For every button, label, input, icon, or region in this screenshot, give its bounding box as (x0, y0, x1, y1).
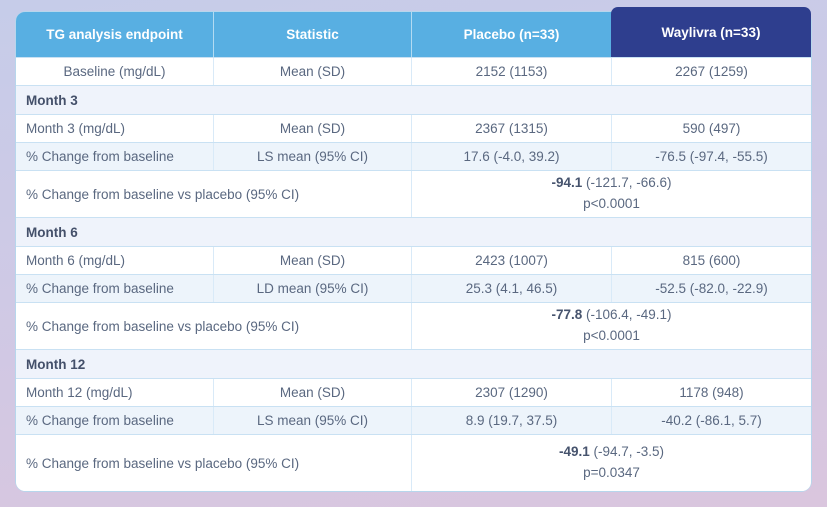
tg-results-table: TG analysis endpoint Statistic Placebo (… (16, 7, 811, 491)
waylivra-cell: 815 (600) (611, 247, 811, 274)
baseline-endpoint-cell: Baseline (mg/dL) (63, 64, 166, 79)
column-header-waylivra: Waylivra (n=33) (611, 7, 811, 57)
waylivra-cell: -52.5 (-82.0, -22.9) (611, 275, 811, 302)
placebo-cell: 25.3 (4.1, 46.5) (411, 275, 611, 302)
statistic-cell: LD mean (95% CI) (213, 275, 411, 302)
table-row-month12-mean: Month 12 (mg/dL) Mean (SD) 2307 (1290) 1… (16, 378, 811, 406)
endpoint-cell: % Change from baseline (26, 281, 174, 296)
table-row-month6-mean: Month 6 (mg/dL) Mean (SD) 2423 (1007) 81… (16, 246, 811, 274)
endpoint-cell: Month 12 (mg/dL) (26, 385, 133, 400)
column-header-statistic: Statistic (213, 12, 411, 57)
placebo-cell: 2423 (1007) (411, 247, 611, 274)
table-row-month3-change: % Change from baseline LS mean (95% CI) … (16, 142, 811, 170)
statistic-cell: Mean (SD) (213, 379, 411, 406)
vs-placebo-value-cell: -77.8 (-106.4, -49.1) p<0.0001 (411, 303, 811, 349)
section-title: Month 6 (26, 224, 78, 240)
placebo-cell: 8.9 (19.7, 37.5) (411, 407, 611, 434)
section-header-month-6: Month 6 (16, 217, 811, 246)
table-row-baseline: Baseline (mg/dL) Mean (SD) 2152 (1153) 2… (16, 57, 811, 85)
statistic-cell: LS mean (95% CI) (213, 407, 411, 434)
baseline-placebo-cell: 2152 (1153) (411, 58, 611, 85)
waylivra-cell: -40.2 (-86.1, 5.7) (611, 407, 811, 434)
section-title: Month 12 (26, 356, 86, 372)
vs-placebo-p-value: p=0.0347 (583, 465, 640, 480)
vs-placebo-p-value: p<0.0001 (583, 328, 640, 343)
table-row-month6-change: % Change from baseline LD mean (95% CI) … (16, 274, 811, 302)
table-row-month6-vs-placebo: % Change from baseline vs placebo (95% C… (16, 302, 811, 349)
baseline-waylivra-cell: 2267 (1259) (611, 58, 811, 85)
table-row-month12-change: % Change from baseline LS mean (95% CI) … (16, 406, 811, 434)
vs-placebo-ci-line: -77.8 (-106.4, -49.1) (551, 307, 672, 323)
waylivra-cell: -76.5 (-97.4, -55.5) (611, 143, 811, 170)
vs-placebo-value-cell: -94.1 (-121.7, -66.6) p<0.0001 (411, 171, 811, 217)
section-title: Month 3 (26, 92, 78, 108)
endpoint-cell: % Change from baseline (26, 149, 174, 164)
waylivra-cell: 1178 (948) (611, 379, 811, 406)
baseline-statistic-cell: Mean (SD) (213, 58, 411, 85)
column-header-endpoint: TG analysis endpoint (46, 27, 183, 42)
statistic-cell: LS mean (95% CI) (213, 143, 411, 170)
table-row-month3-vs-placebo: % Change from baseline vs placebo (95% C… (16, 170, 811, 217)
vs-placebo-ci-line: -49.1 (-94.7, -3.5) (558, 444, 665, 460)
placebo-cell: 2307 (1290) (411, 379, 611, 406)
vs-placebo-label-cell: % Change from baseline vs placebo (95% C… (26, 318, 300, 334)
statistic-cell: Mean (SD) (213, 247, 411, 274)
table-row-month3-mean: Month 3 (mg/dL) Mean (SD) 2367 (1315) 59… (16, 114, 811, 142)
placebo-cell: 2367 (1315) (411, 115, 611, 142)
section-header-month-3: Month 3 (16, 85, 811, 114)
waylivra-cell: 590 (497) (611, 115, 811, 142)
statistic-cell: Mean (SD) (213, 115, 411, 142)
table-row-month12-vs-placebo: % Change from baseline vs placebo (95% C… (16, 434, 811, 491)
endpoint-cell: % Change from baseline (26, 413, 174, 428)
vs-placebo-label-cell: % Change from baseline vs placebo (95% C… (26, 455, 300, 471)
column-header-waylivra-label: Waylivra (n=33) (661, 24, 761, 40)
column-header-placebo: Placebo (n=33) (411, 12, 611, 57)
vs-placebo-p-value: p<0.0001 (583, 196, 640, 211)
placebo-cell: 17.6 (-4.0, 39.2) (411, 143, 611, 170)
vs-placebo-label-cell: % Change from baseline vs placebo (95% C… (26, 186, 300, 202)
vs-placebo-value-cell: -49.1 (-94.7, -3.5) p=0.0347 (411, 435, 811, 491)
endpoint-cell: Month 3 (mg/dL) (26, 121, 126, 136)
table-header-row: TG analysis endpoint Statistic Placebo (… (16, 7, 811, 57)
vs-placebo-ci-line: -94.1 (-121.7, -66.6) (551, 175, 672, 191)
endpoint-cell: Month 6 (mg/dL) (26, 253, 126, 268)
section-header-month-12: Month 12 (16, 349, 811, 378)
